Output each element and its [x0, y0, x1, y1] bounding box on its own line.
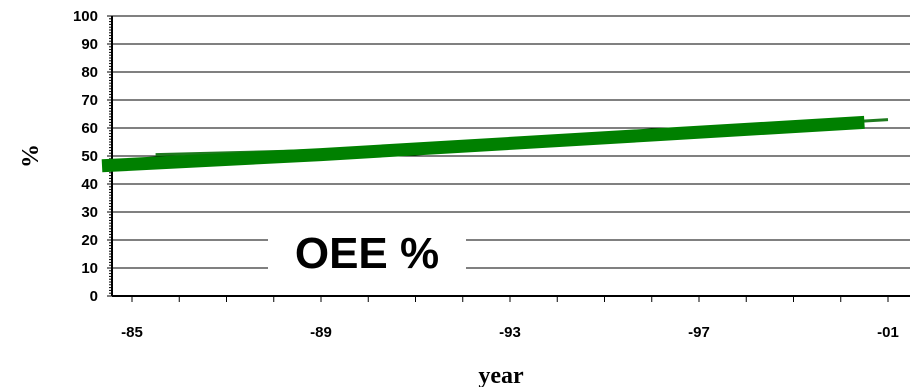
y-tick-label-70: 70 [81, 92, 98, 109]
y-tick-label-80: 80 [81, 64, 98, 81]
oee-annotation-label: OEE % [295, 229, 439, 278]
y-axis-ticks: 0 10 20 30 40 50 60 70 80 90 100 [73, 8, 112, 305]
y-tick-label-60: 60 [81, 120, 98, 137]
x-tick-label-93: -93 [499, 324, 521, 341]
x-axis-title: year [478, 363, 524, 387]
series-line-thick [101, 115, 865, 173]
x-axis-ticks: -85 -89 -93 -97 -01 [121, 296, 899, 341]
y-tick-label-90: 90 [81, 36, 98, 53]
x-tick-label-97: -97 [688, 324, 710, 341]
x-tick-label-01: -01 [877, 324, 899, 341]
x-tick-label-89: -89 [310, 324, 332, 341]
annotation-background [268, 214, 466, 282]
y-tick-label-50: 50 [81, 148, 98, 165]
x-tick-label-85: -85 [121, 324, 143, 341]
y-tick-label-10: 10 [81, 260, 98, 277]
y-tick-label-20: 20 [81, 232, 98, 249]
y-tick-label-30: 30 [81, 204, 98, 221]
y-tick-label-40: 40 [81, 176, 98, 193]
series-group [101, 115, 889, 173]
y-tick-label-100: 100 [73, 8, 98, 25]
y-tick-label-0: 0 [90, 288, 98, 305]
y-axis-title: % [18, 144, 44, 168]
